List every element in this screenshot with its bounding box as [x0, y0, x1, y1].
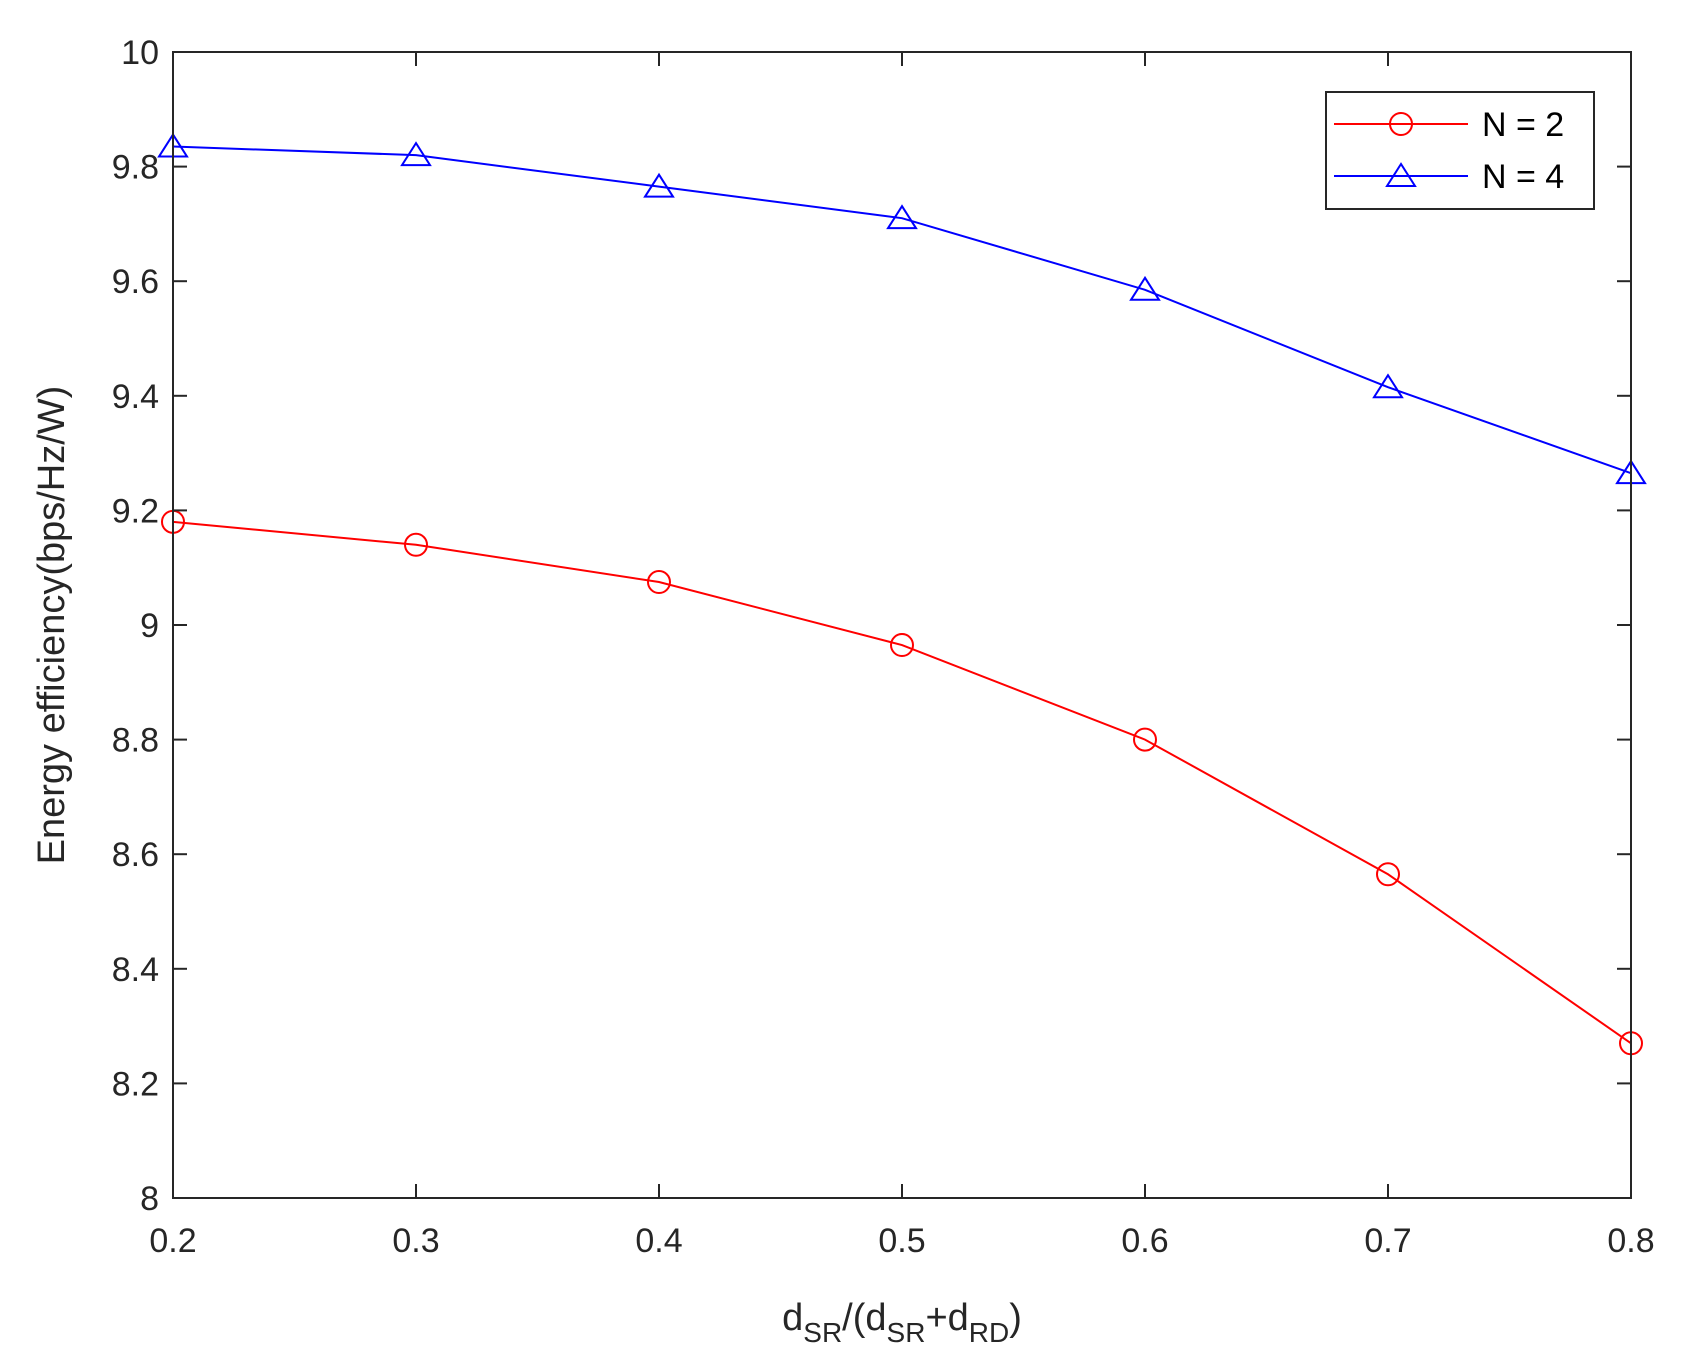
triangle-marker-icon: [1385, 162, 1417, 187]
data-point: [1376, 862, 1400, 887]
data-point: [1372, 373, 1404, 399]
y-tick-label: 9.4: [112, 378, 159, 416]
y-tick-label: 9.2: [112, 492, 159, 530]
legend-item-2: N = 4: [1334, 158, 1564, 196]
legend-item-1: N = 2: [1334, 106, 1564, 144]
data-point: [1133, 727, 1157, 752]
x-tick-label: 0.6: [1121, 1222, 1168, 1260]
axes: 0.2 0.3 0.4 0.5 0.6 0.7 0.8 8 8.2 8.4 8.6 8.8 9 9.2 9.…: [112, 34, 1655, 1260]
series-layer: [157, 132, 1647, 1056]
legend-box: [1325, 91, 1595, 210]
x-tick-label: 0.5: [878, 1222, 925, 1260]
series-line-2: [172, 145, 1632, 475]
data-point: [890, 633, 914, 658]
plot-area: [173, 52, 1631, 1198]
legend: N = 2 N = 4: [1325, 91, 1595, 210]
x-tick-label: 0.4: [635, 1222, 682, 1260]
y-tick-label: 8.2: [112, 1065, 159, 1103]
circle-marker-icon: [1389, 112, 1413, 136]
data-point: [400, 141, 432, 167]
y-axis-title: Energy efficiency(bps/Hz/W): [31, 386, 73, 865]
data-point: [1129, 275, 1161, 301]
legend-label: N = 4: [1482, 158, 1564, 196]
series-line-1: [172, 520, 1632, 1045]
y-tick-label: 8.4: [112, 951, 159, 989]
series-2: [157, 132, 1647, 485]
x-tick-label: 0.7: [1364, 1222, 1411, 1260]
y-tick-label: 9: [140, 607, 159, 645]
x-tick-label: 0.3: [392, 1222, 439, 1260]
y-tick-label: 8.8: [112, 722, 159, 760]
data-point: [647, 570, 671, 595]
data-point: [886, 204, 918, 230]
data-point: [643, 172, 675, 198]
y-tick-label: 9.6: [112, 263, 159, 301]
legend-label: N = 2: [1482, 106, 1564, 144]
y-tick-label: 8.6: [112, 836, 159, 874]
x-tick-label: 0.2: [149, 1222, 196, 1260]
x-tick-label: 0.8: [1607, 1222, 1654, 1260]
x-axis-title: dSR/(dSR+dRD): [782, 1297, 1022, 1348]
data-point: [404, 532, 428, 557]
y-tick-label: 8: [140, 1180, 159, 1218]
y-tick-label: 9.8: [112, 149, 159, 187]
y-tick-label: 10: [121, 34, 159, 72]
